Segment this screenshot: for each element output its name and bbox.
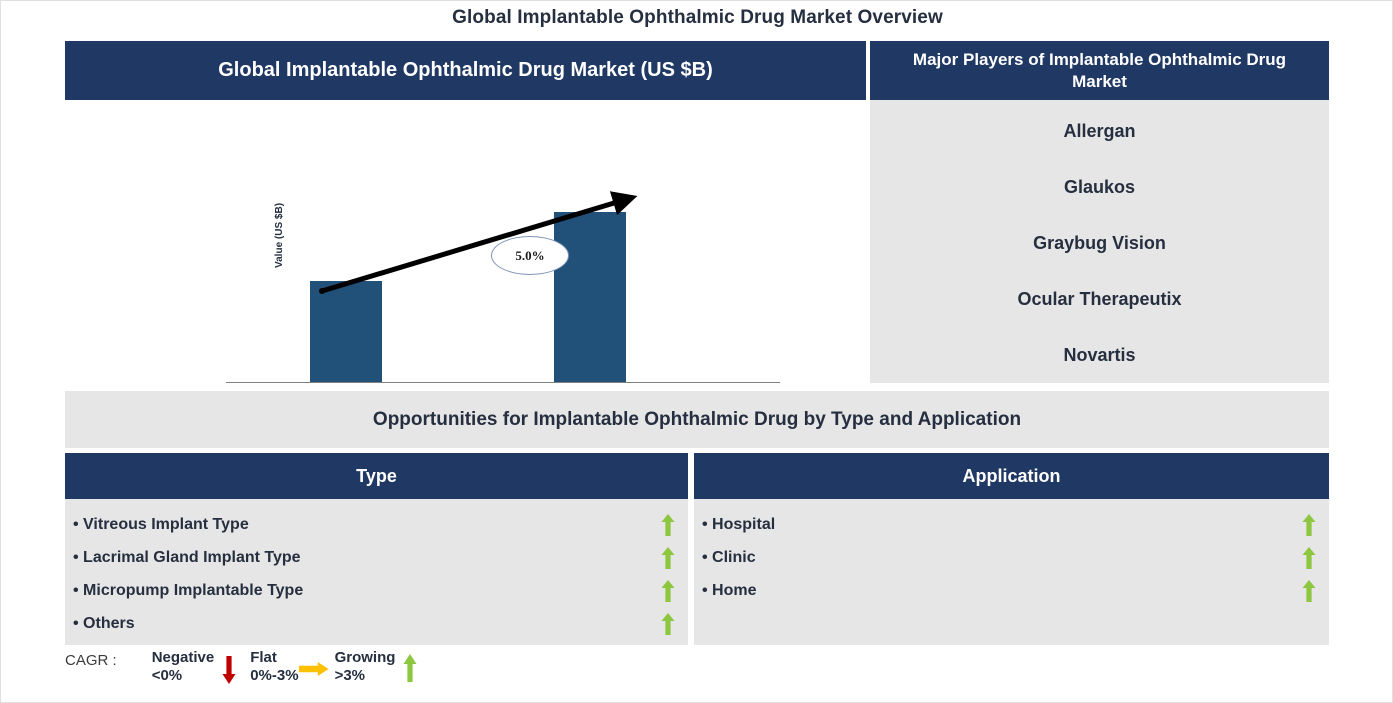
- cagr-legend-growing-text: Growing >3%: [335, 649, 396, 686]
- trend-cell: [648, 579, 688, 602]
- major-players-panel-header: Major Players of Implantable Ophthalmic …: [870, 41, 1329, 100]
- application-column-header: Application: [694, 453, 1329, 499]
- type-item-label: • Micropump Implantable Type: [73, 581, 304, 599]
- arrow-up-green-icon: [403, 654, 417, 682]
- list-item: Graybug Vision: [1033, 232, 1166, 253]
- list-item: • Lacrimal Gland Implant Type: [65, 541, 688, 574]
- arrow-up-green-icon: [661, 612, 675, 635]
- arrow-up-green-icon: [1302, 579, 1316, 602]
- cagr-legend-negative-range: <0%: [151, 667, 183, 685]
- major-players-list: Allergan Glaukos Graybug Vision Ocular T…: [870, 100, 1329, 383]
- legend-icon-slot-growing: [395, 649, 425, 689]
- market-chart-panel-header: Global Implantable Ophthalmic Drug Marke…: [65, 41, 866, 100]
- major-players-panel: Major Players of Implantable Ophthalmic …: [870, 41, 1329, 383]
- cagr-legend-growing-name: Growing: [334, 649, 396, 666]
- legend-icon-slot-negative: [214, 649, 244, 689]
- cagr-legend-negative-text: Negative <0%: [152, 649, 215, 686]
- cagr-legend: CAGR : Negative <0% Flat 0%-3%: [65, 649, 665, 697]
- arrow-up-green-icon: [1302, 513, 1316, 536]
- list-item: • Vitreous Implant Type: [65, 508, 688, 541]
- list-item: • Others: [65, 607, 688, 640]
- list-item: • Micropump Implantable Type: [65, 574, 688, 607]
- trend-cell: [648, 513, 688, 536]
- type-item-label: • Vitreous Implant Type: [73, 515, 249, 533]
- market-chart-panel: Global Implantable Ophthalmic Drug Marke…: [65, 41, 866, 442]
- type-item-label: • Lacrimal Gland Implant Type: [73, 548, 301, 566]
- legend-icon-slot-flat: [298, 649, 329, 689]
- cagr-legend-item-growing: Growing >3%: [335, 649, 426, 689]
- cagr-legend-growing-range: >3%: [334, 667, 366, 685]
- list-item: • Hospital: [694, 508, 1329, 541]
- list-item: Allergan: [1063, 121, 1136, 142]
- arrow-up-green-icon: [661, 546, 675, 569]
- trend-cell: [1289, 546, 1329, 569]
- arrow-up-green-icon: [661, 513, 675, 536]
- arrow-right-yellow-icon: [298, 661, 329, 677]
- cagr-legend-item-negative: Negative <0%: [152, 649, 245, 689]
- list-item: • Home: [694, 574, 1329, 607]
- type-column: Type • Vitreous Implant Type • Lacrimal …: [65, 453, 688, 645]
- cagr-legend-item-flat: Flat 0%-3%: [250, 649, 329, 689]
- bar-2031: [554, 212, 626, 382]
- list-item: Novartis: [1063, 344, 1136, 365]
- application-item-label: • Clinic: [702, 548, 756, 566]
- cagr-legend-negative-name: Negative: [151, 649, 215, 666]
- cagr-legend-flat-range: 0%-3%: [250, 667, 299, 685]
- chart-x-axis: [226, 382, 780, 383]
- page-title: Global Implantable Ophthalmic Drug Marke…: [452, 7, 943, 28]
- bar-chart: Value (US $B) 2025 2031 5.0% Source : Lu…: [65, 100, 866, 442]
- trend-cell: [1289, 579, 1329, 602]
- trend-cell: [648, 546, 688, 569]
- type-item-label: • Others: [73, 614, 135, 632]
- list-item: Ocular Therapeutix: [1017, 288, 1182, 309]
- cagr-legend-flat-name: Flat: [250, 649, 277, 666]
- trend-cell: [648, 612, 688, 635]
- list-item: Glaukos: [1063, 177, 1136, 198]
- cagr-growth-arrow-icon: [319, 191, 638, 294]
- bar-2025: [310, 281, 382, 382]
- list-item: • Clinic: [694, 541, 1329, 574]
- type-column-body: • Vitreous Implant Type • Lacrimal Gland…: [65, 499, 688, 640]
- arrow-up-green-icon: [661, 579, 675, 602]
- opportunities-band-title: Opportunities for Implantable Ophthalmic…: [65, 391, 1329, 448]
- cagr-legend-title: CAGR :: [65, 652, 117, 669]
- application-item-label: • Home: [702, 581, 757, 599]
- arrow-up-green-icon: [1302, 546, 1316, 569]
- application-item-label: • Hospital: [702, 515, 776, 533]
- type-column-header: Type: [65, 453, 688, 499]
- trend-cell: [1289, 513, 1329, 536]
- application-column: Application • Hospital • Clinic: [694, 453, 1329, 645]
- arrow-down-red-icon: [222, 656, 236, 684]
- cagr-value-callout: 5.0%: [491, 236, 569, 275]
- application-column-body: • Hospital • Clinic • Home: [694, 499, 1329, 607]
- cagr-legend-flat-text: Flat 0%-3%: [250, 649, 298, 686]
